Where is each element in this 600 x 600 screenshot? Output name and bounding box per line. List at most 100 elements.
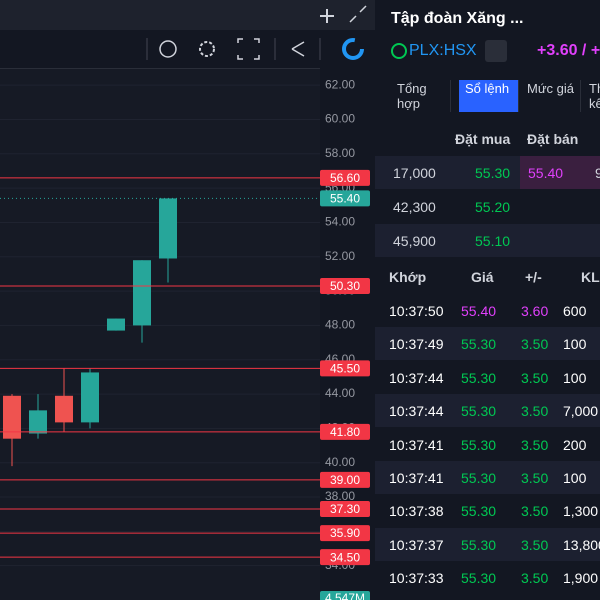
indicator-icon[interactable]: [159, 40, 177, 58]
trade-change: 3.50: [521, 570, 549, 587]
order-header: Đặt mua: [455, 131, 511, 147]
bid-price: 55.10: [475, 233, 511, 249]
side-panel: Tập đoàn Xăng ... PLX:HSX +3.60 / + Tổng hợ…: [375, 0, 600, 600]
bid-volume: 45,900: [393, 233, 436, 249]
y-tick-label: 60.00: [325, 112, 355, 126]
top-icons: [320, 5, 367, 23]
trade-change: 3.50: [521, 403, 549, 420]
trade-volume: 100: [563, 336, 587, 353]
trade-price: 55.30: [461, 436, 497, 453]
price-label: 34.50: [330, 550, 360, 564]
trade-time: 10:37:41: [389, 470, 444, 486]
price-label-bg: [320, 360, 370, 377]
price-label-bg: [320, 423, 370, 440]
price-label-bg: [320, 169, 370, 186]
tab[interactable]: Th kế: [583, 80, 600, 112]
price-label: 35.90: [330, 526, 360, 540]
candle-body: [133, 260, 151, 326]
trade-volume: 1,300: [563, 503, 599, 520]
settings-icon[interactable]: [199, 41, 215, 57]
edit-button[interactable]: [485, 40, 507, 62]
trade-change: 3.50: [521, 436, 549, 453]
trade-change: 3.50: [521, 503, 549, 520]
ask-price: 55.40: [528, 165, 564, 181]
logo-icon[interactable]: [342, 38, 364, 60]
toolbar-icons: [146, 38, 364, 60]
trade-row-bg: [375, 527, 600, 561]
candle-body: [3, 395, 21, 439]
order-row-bg: [375, 190, 600, 223]
bid-price: 55.30: [475, 165, 511, 181]
price-label: 55.40: [330, 192, 360, 206]
price-label-bg: [320, 471, 370, 488]
trade-change: 3.50: [521, 369, 549, 386]
trade-header: Khớp: [389, 269, 427, 285]
price-label: 45.50: [330, 361, 360, 375]
trade-volume: 7,000: [563, 403, 599, 420]
tab[interactable]: Tổng hợp: [391, 80, 451, 112]
trade-row-bg: [375, 427, 600, 461]
price-label: 50.30: [330, 279, 360, 293]
trade-time: 10:37:44: [389, 403, 444, 420]
trade-time: 10:37:33: [389, 570, 444, 587]
chart-pane: 62.0060.0058.0056.0054.0052.0050.0048.00…: [0, 0, 375, 600]
candle-body: [159, 198, 177, 259]
candle-body: [81, 372, 99, 423]
tab[interactable]: Mức giá: [521, 80, 581, 112]
price-label: 56.60: [330, 171, 360, 185]
trade-volume: 100: [563, 369, 587, 386]
trade-time: 10:37:50: [389, 303, 444, 319]
trade-row-bg: [375, 294, 600, 327]
order-row-bg: [375, 224, 600, 257]
share-icon[interactable]: [291, 41, 305, 57]
y-tick-label: 38.00: [325, 489, 355, 503]
trade-change: 3.50: [521, 536, 549, 553]
ticker-icon: [391, 43, 407, 59]
order-header: Đặt bán: [527, 131, 579, 147]
ticker: PLX:HSX: [409, 42, 477, 59]
trade-row-bg: [375, 494, 600, 528]
price-label: 39.00: [330, 473, 360, 487]
toolbar: [0, 30, 375, 69]
price-label-bg: [320, 277, 370, 294]
y-tick-label: 52.00: [325, 249, 355, 263]
candle-body: [55, 395, 73, 423]
trade-price: 55.30: [461, 503, 497, 520]
trade-change: 3.50: [521, 470, 549, 486]
trade-header: +/-: [525, 269, 542, 285]
price-label-bg: [320, 190, 370, 207]
trade-price: 55.30: [461, 536, 497, 553]
fullscreen-icon[interactable]: [237, 38, 260, 60]
trade-time: 10:37:44: [389, 369, 444, 386]
price-label-bg: [320, 525, 370, 542]
trade-price: 55.40: [461, 303, 497, 319]
bid-price: 55.20: [475, 199, 511, 215]
price-chart: 62.0060.0058.0056.0054.0052.0050.0048.00…: [0, 68, 375, 600]
y-tick-label: 58.00: [325, 146, 355, 160]
trade-header: Giá: [471, 269, 494, 285]
trade-time: 10:37:37: [389, 536, 444, 553]
collapse-icon[interactable]: [349, 15, 357, 23]
price-label: 41.80: [330, 425, 360, 439]
top-bar: [0, 0, 375, 30]
candle-body: [107, 318, 125, 331]
tab[interactable]: Sổ lệnh: [459, 80, 519, 112]
trade-price: 55.30: [461, 570, 497, 587]
candle-body: [29, 410, 47, 434]
trade-row-bg: [375, 394, 600, 428]
trade-volume: 100: [563, 470, 587, 486]
y-tick-label: 54.00: [325, 215, 355, 229]
y-tick-label: 44.00: [325, 386, 355, 400]
trade-price: 55.30: [461, 470, 497, 486]
price-label: 37.30: [330, 502, 360, 516]
trade-change: 3.50: [521, 336, 549, 353]
trade-price: 55.30: [461, 336, 497, 353]
trade-volume: 1,900: [563, 570, 599, 587]
price-change: +3.60 / +: [537, 42, 600, 59]
y-tick-label: 62.00: [325, 77, 355, 91]
price-label-bg: [320, 501, 370, 518]
trade-price: 55.30: [461, 403, 497, 420]
trade-time: 10:37:41: [389, 436, 444, 453]
trade-row-bg: [375, 327, 600, 361]
